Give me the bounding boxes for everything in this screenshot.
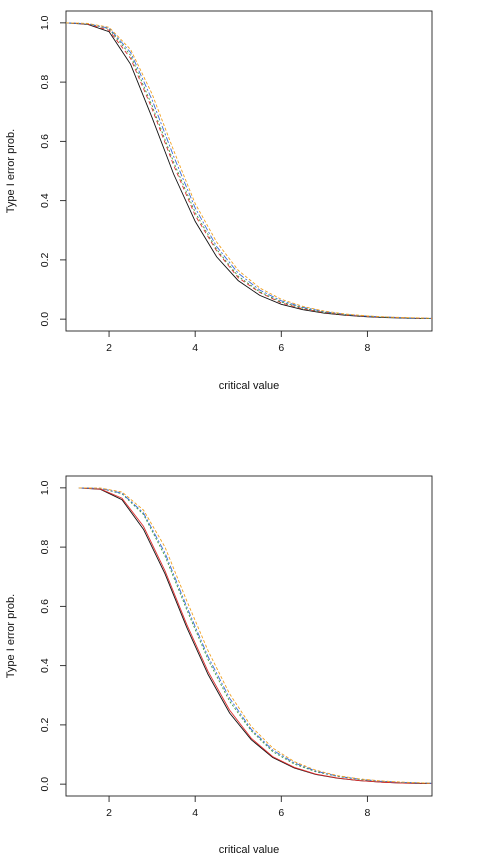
top-plot-series-line-0 [65,22,433,320]
bottom-plot-y-tick-label-2: 0.4 [39,658,51,673]
bottom-plot-series-group [78,487,433,785]
bottom-plot-x-tick-label-1: 4 [192,807,198,819]
bottom-plot-y-tick-label-1: 0.2 [39,717,51,732]
top-plot-y-axis-label: Type I error prob. [5,129,17,213]
bottom-plot-y-tick-label-4: 0.8 [39,540,51,555]
bottom-plot-y-axis: 0.0 0.2 0.4 0.6 0.8 1.0 [39,480,66,791]
top-plot-x-tick-label-1: 4 [192,342,198,354]
bottom-plot-series-line-3 [78,487,433,784]
top-plot: 2 4 6 8 0.0 0.2 0.4 0.6 0.8 1.0 critical value T… [5,10,433,392]
top-plot-x-tick-label-0: 2 [106,342,112,354]
bottom-plot-y-tick-label-5: 1.0 [39,480,51,495]
top-plot-series-line-1 [65,22,433,320]
top-plot-series-line-4 [65,22,433,319]
bottom-plot-series-line-0 [78,487,432,785]
top-plot-frame [65,10,433,332]
top-plot-y-tick-label-2: 0.4 [39,193,51,208]
top-plot-x-axis-label: critical value [219,380,280,392]
top-plot-y-tick-label-4: 0.8 [39,75,51,90]
bottom-plot-x-axis: 2 4 6 8 [106,796,370,819]
top-plot-series-line-3 [65,22,433,319]
top-plot-x-axis: 2 4 6 8 [106,331,370,354]
top-plot-y-axis: 0.0 0.2 0.4 0.6 0.8 1.0 [39,15,66,326]
top-plot-x-tick-label-2: 6 [278,342,284,354]
bottom-plot-x-axis-label: critical value [219,844,280,856]
bottom-plot-x-tick-label-2: 6 [278,807,284,819]
bottom-plot-series-line-4 [78,487,433,784]
bottom-plot-x-tick-label-0: 2 [106,807,112,819]
top-plot-x-tick-label-3: 8 [364,342,370,354]
bottom-plot-y-tick-label-0: 0.0 [39,777,51,792]
bottom-plot-y-axis-label: Type I error prob. [5,594,17,678]
top-plot-y-tick-label-3: 0.6 [39,134,51,149]
top-plot-y-tick-label-1: 0.2 [39,252,51,267]
top-plot-y-tick-label-0: 0.0 [39,312,51,327]
bottom-plot-y-tick-label-3: 0.6 [39,599,51,614]
top-plot-series-group [65,22,433,320]
top-plot-series-line-2 [65,22,433,320]
bottom-plot-series-line-1 [78,487,433,785]
bottom-plot-frame [65,475,433,797]
bottom-plot-x-tick-label-3: 8 [364,807,370,819]
bottom-plot: 2 4 6 8 0.0 0.2 0.4 0.6 0.8 1.0 critical value T… [5,475,433,856]
bottom-plot-series-line-2 [78,487,433,784]
top-plot-y-tick-label-5: 1.0 [39,15,51,30]
